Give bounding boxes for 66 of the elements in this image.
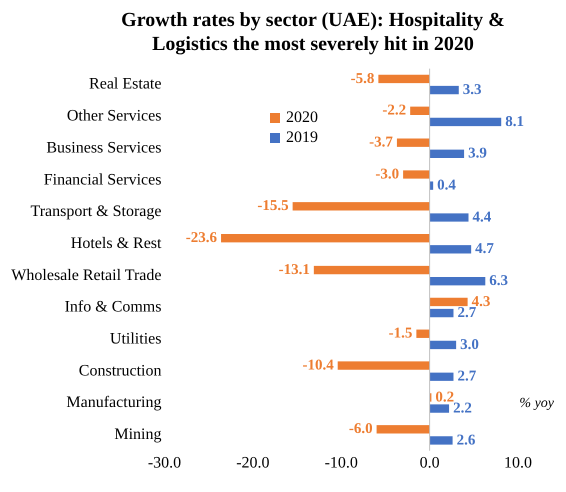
data-label: -3.0 [375, 166, 400, 182]
y-tick-label: Hotels & Rest [70, 234, 162, 252]
bar [430, 150, 464, 158]
data-label: -2.2 [382, 102, 406, 119]
x-tick-label: -10.0 [324, 454, 358, 472]
y-tick-label: Info & Comms [64, 298, 162, 316]
bar [430, 86, 459, 94]
data-label: -15.5 [257, 198, 289, 214]
bar [221, 234, 430, 242]
bar [430, 436, 453, 445]
data-label: 4.4 [472, 209, 492, 226]
data-label: -5.8 [350, 70, 374, 87]
bar [416, 330, 430, 338]
bar [430, 404, 450, 413]
data-label: -6.0 [348, 421, 373, 438]
y-tick-label: Mining [114, 426, 162, 444]
bar [292, 202, 430, 211]
bar [376, 425, 430, 434]
data-label: 3.0 [460, 336, 479, 353]
data-label: 2.7 [457, 304, 477, 321]
y-tick-label: Utilities [110, 330, 162, 348]
bar [396, 138, 430, 147]
bar [430, 213, 469, 222]
bar [430, 245, 472, 254]
x-tick-label: -20.0 [236, 454, 270, 472]
data-label: -13.1 [278, 262, 310, 278]
y-tick-label: Financial Services [44, 171, 162, 188]
data-label: -23.6 [186, 230, 218, 246]
bar [430, 298, 468, 306]
legend-label: 2019 [286, 128, 318, 148]
bar [314, 266, 430, 274]
data-label: 2.7 [457, 368, 477, 385]
data-label: 4.7 [475, 241, 494, 258]
data-label: 0.4 [437, 178, 456, 194]
chart-title: Growth rates by sector (UAE): Hospitality & Logistics the most severely hit in 2020 [120, 8, 506, 56]
bar [430, 118, 502, 126]
data-label: 8.1 [505, 114, 524, 130]
bar [430, 340, 456, 350]
data-label: -1.5 [388, 326, 412, 342]
data-label: 3.3 [462, 82, 482, 98]
legend-label: 2020 [286, 108, 318, 128]
x-tick-label: 10.0 [504, 454, 532, 472]
data-label: 2.6 [456, 432, 476, 448]
y-tick-label: Manufacturing [66, 394, 162, 412]
text: % yoy [519, 396, 554, 412]
bar [410, 106, 430, 115]
data-label: -10.4 [302, 357, 334, 374]
bar [430, 372, 454, 381]
data-label: 3.9 [468, 146, 487, 162]
y-tick-label: Wholesale Retail Trade [11, 266, 162, 284]
y-tick-label: Other Services [66, 108, 162, 125]
bar [430, 277, 486, 286]
y-tick-label: Construction [78, 362, 162, 380]
x-tick-label: 0.0 [420, 454, 440, 472]
bar [338, 361, 430, 370]
y-tick-label: Business Services [46, 139, 162, 156]
bar [403, 170, 430, 179]
y-tick-label: Real Estate [89, 76, 162, 93]
bar [430, 308, 454, 318]
y-tick-label: Transport & Storage [30, 203, 162, 220]
data-label: 2.2 [453, 400, 472, 416]
data-label: 0.2 [435, 389, 454, 406]
x-tick-label: -30.0 [148, 454, 182, 472]
data-label: -3.7 [369, 134, 394, 151]
bar [378, 74, 430, 84]
data-label: 6.3 [489, 273, 508, 290]
